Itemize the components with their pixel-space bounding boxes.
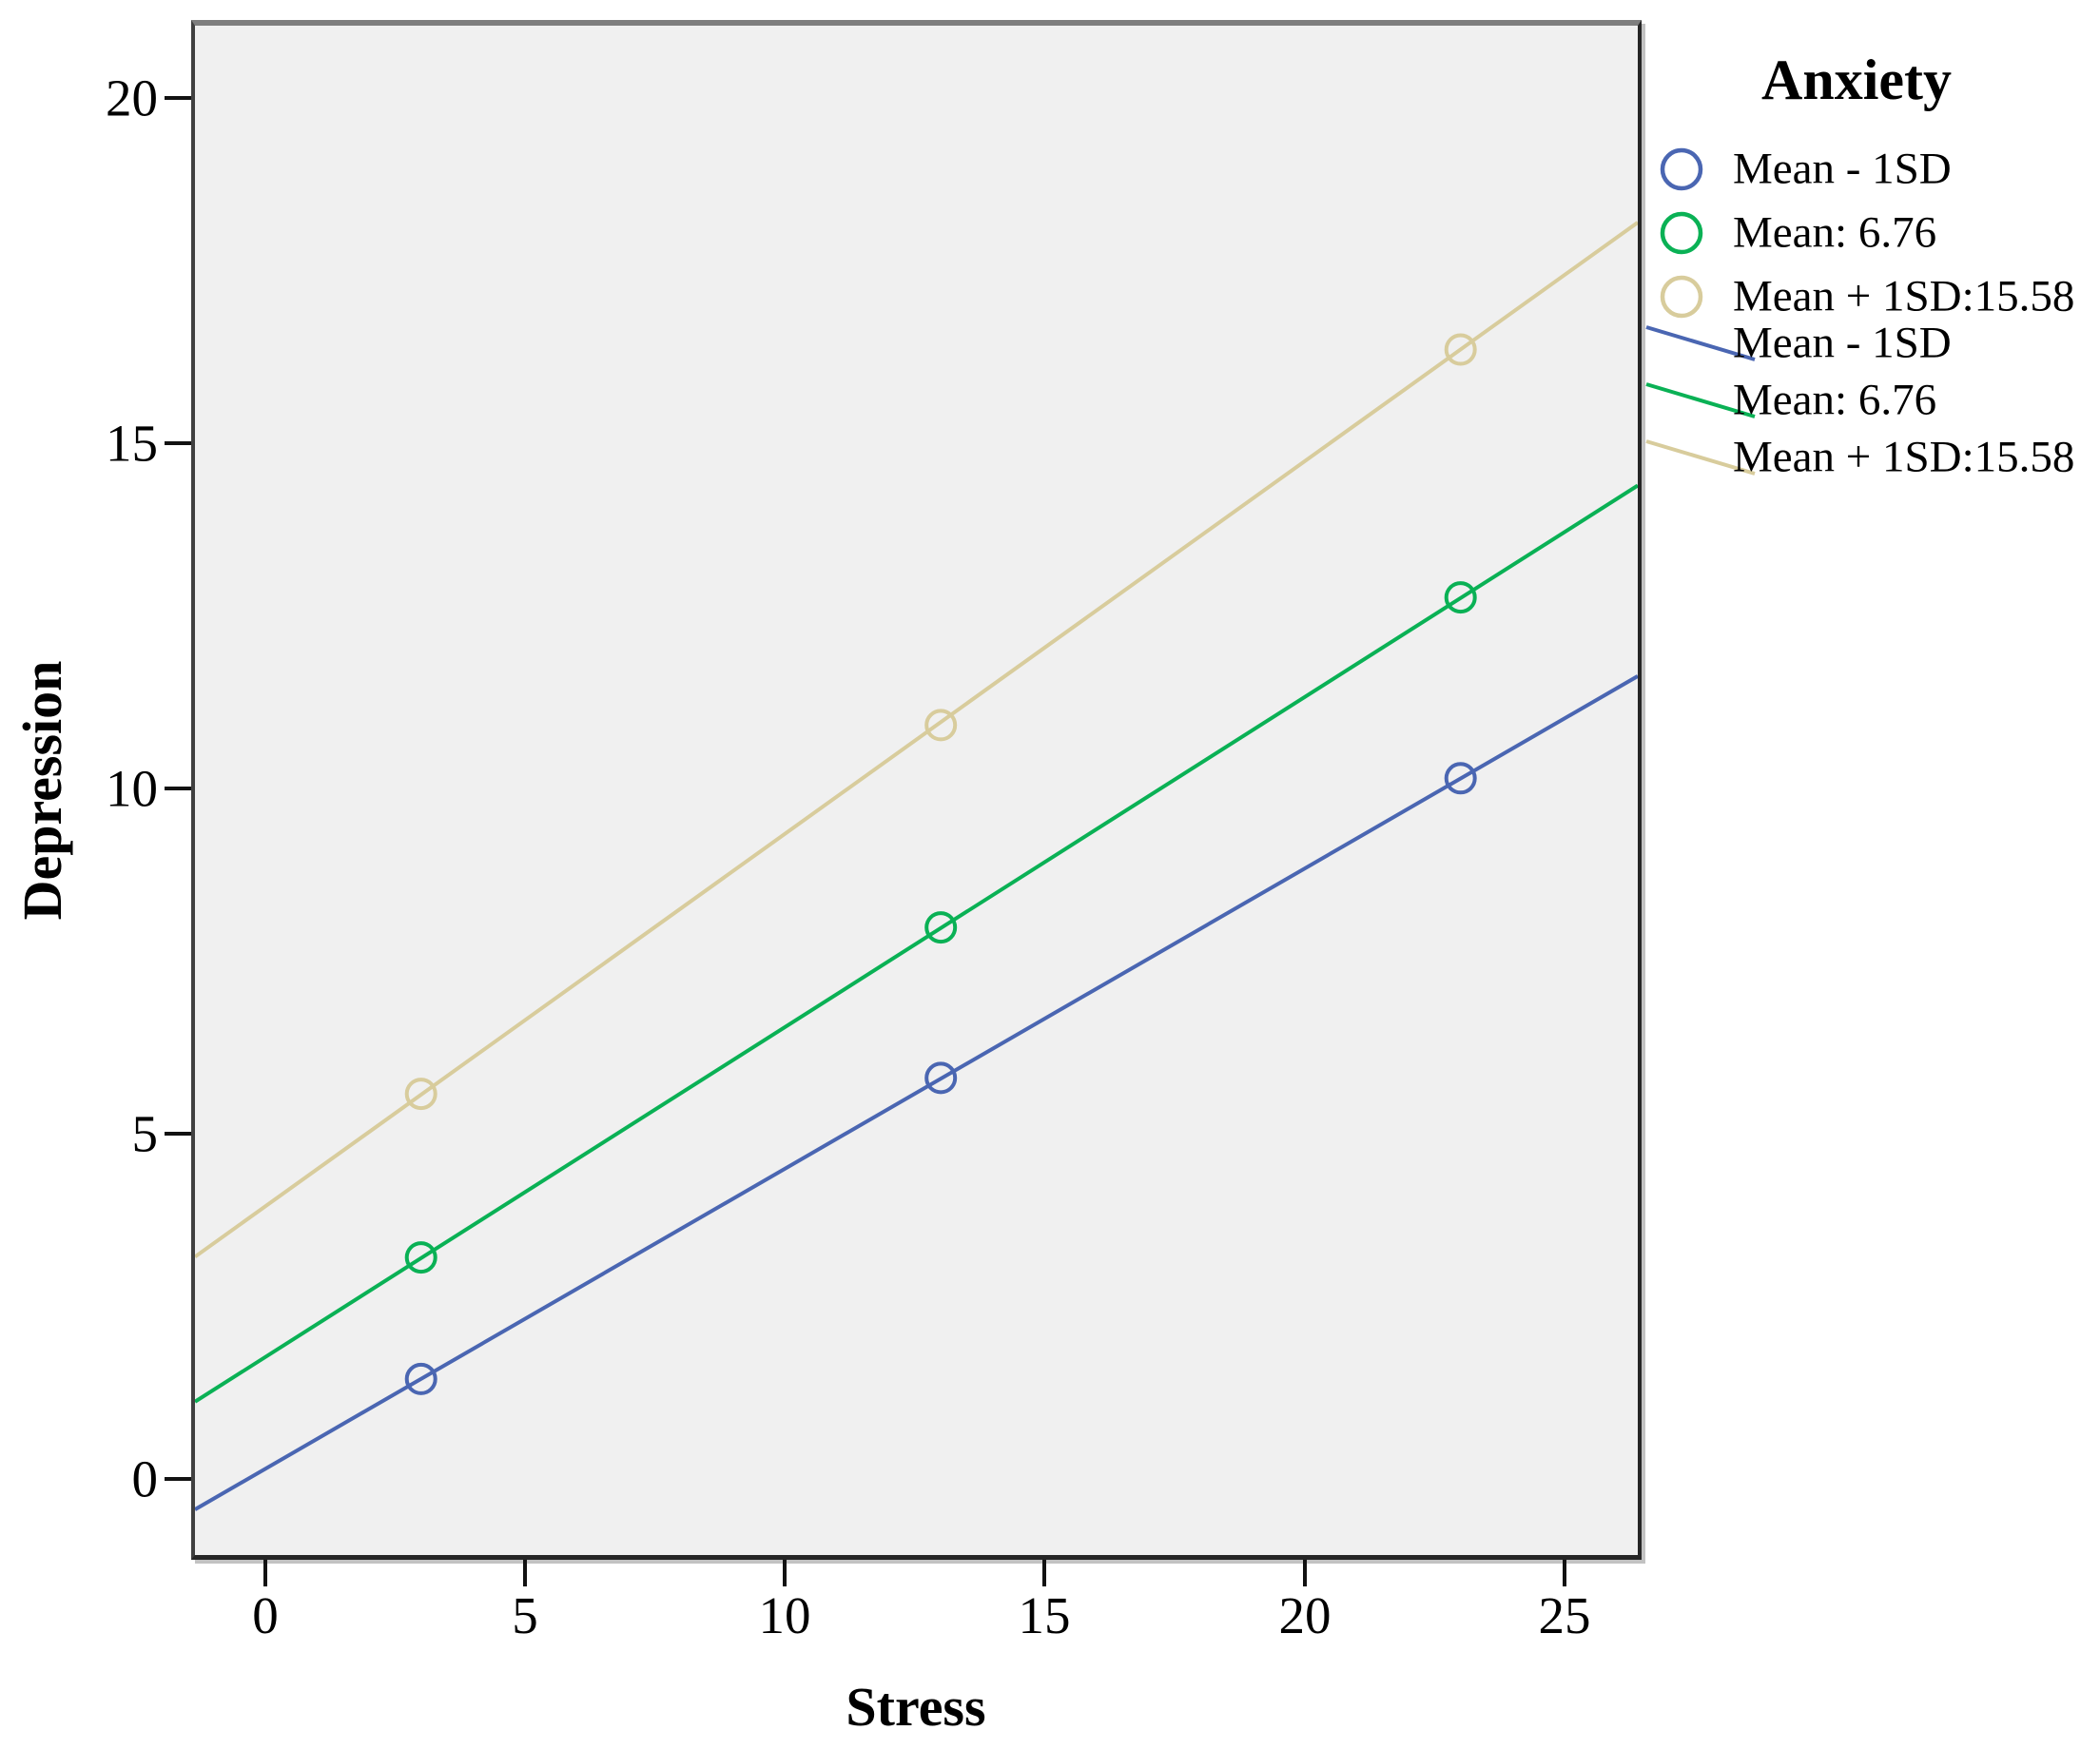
series-line — [195, 221, 1638, 1259]
legend-line-icon — [1645, 382, 1756, 418]
legend-line-swatch — [1645, 439, 1756, 476]
plot-area — [191, 20, 1642, 1560]
legend-label: Mean - 1SD — [1733, 144, 1952, 194]
x-tick-label: 15 — [1018, 1586, 1071, 1644]
y-tick-label: 15 — [106, 414, 158, 473]
y-axis-tick — [165, 1132, 191, 1136]
x-tick-label: 10 — [758, 1586, 811, 1644]
x-axis-tick — [1042, 1560, 1046, 1586]
y-tick-label: 0 — [131, 1449, 159, 1508]
plot-svg — [195, 221, 1638, 1511]
legend-label: Mean: 6.76 — [1733, 375, 1937, 425]
legend-label: Mean: 6.76 — [1733, 207, 1937, 258]
data-point-marker — [404, 1241, 438, 1274]
legend-title: Anxiety — [1761, 49, 1952, 111]
series-line — [195, 674, 1638, 1511]
y-tick-label: 20 — [106, 68, 158, 127]
legend-label: Mean - 1SD — [1733, 318, 1952, 368]
x-tick-label: 20 — [1278, 1586, 1332, 1644]
x-tick-label: 25 — [1538, 1586, 1591, 1644]
x-axis-tick — [1563, 1560, 1566, 1586]
legend-label: Mean + 1SD:15.58 — [1733, 432, 2075, 482]
data-point-marker — [1444, 762, 1477, 795]
legend-line-swatch — [1645, 382, 1756, 418]
legend-marker-swatch — [1660, 147, 1703, 191]
x-axis-title: Stress — [846, 1676, 986, 1738]
legend-circle-icon — [1660, 275, 1703, 319]
legend-circle-icon — [1660, 147, 1703, 191]
y-axis-tick — [165, 96, 191, 100]
data-point-marker — [924, 911, 958, 944]
data-point-marker — [924, 1061, 958, 1095]
y-axis-tick — [165, 1477, 191, 1481]
data-point-marker — [404, 1362, 438, 1395]
legend-label: Mean + 1SD:15.58 — [1733, 271, 2075, 321]
y-tick-label: 10 — [106, 759, 158, 818]
y-axis-tick — [165, 787, 191, 790]
legend-marker-swatch — [1660, 211, 1703, 255]
y-tick-label: 5 — [131, 1104, 159, 1163]
legend-circle-icon — [1660, 211, 1703, 255]
legend-line-swatch — [1645, 325, 1756, 361]
legend-line-icon — [1645, 325, 1756, 361]
legend-marker-swatch — [1660, 275, 1703, 319]
x-axis-tick — [263, 1560, 267, 1586]
series-line — [195, 483, 1638, 1404]
x-axis-tick — [1303, 1560, 1307, 1586]
y-axis-tick — [165, 441, 191, 445]
data-point-marker — [1444, 581, 1477, 614]
x-axis-tick — [783, 1560, 787, 1586]
data-point-marker — [1444, 333, 1477, 366]
data-point-marker — [404, 1078, 438, 1111]
x-tick-label: 5 — [512, 1586, 538, 1644]
data-point-marker — [924, 709, 958, 742]
x-tick-label: 0 — [252, 1586, 279, 1644]
x-axis-tick — [523, 1560, 527, 1586]
legend-line-icon — [1645, 439, 1756, 476]
